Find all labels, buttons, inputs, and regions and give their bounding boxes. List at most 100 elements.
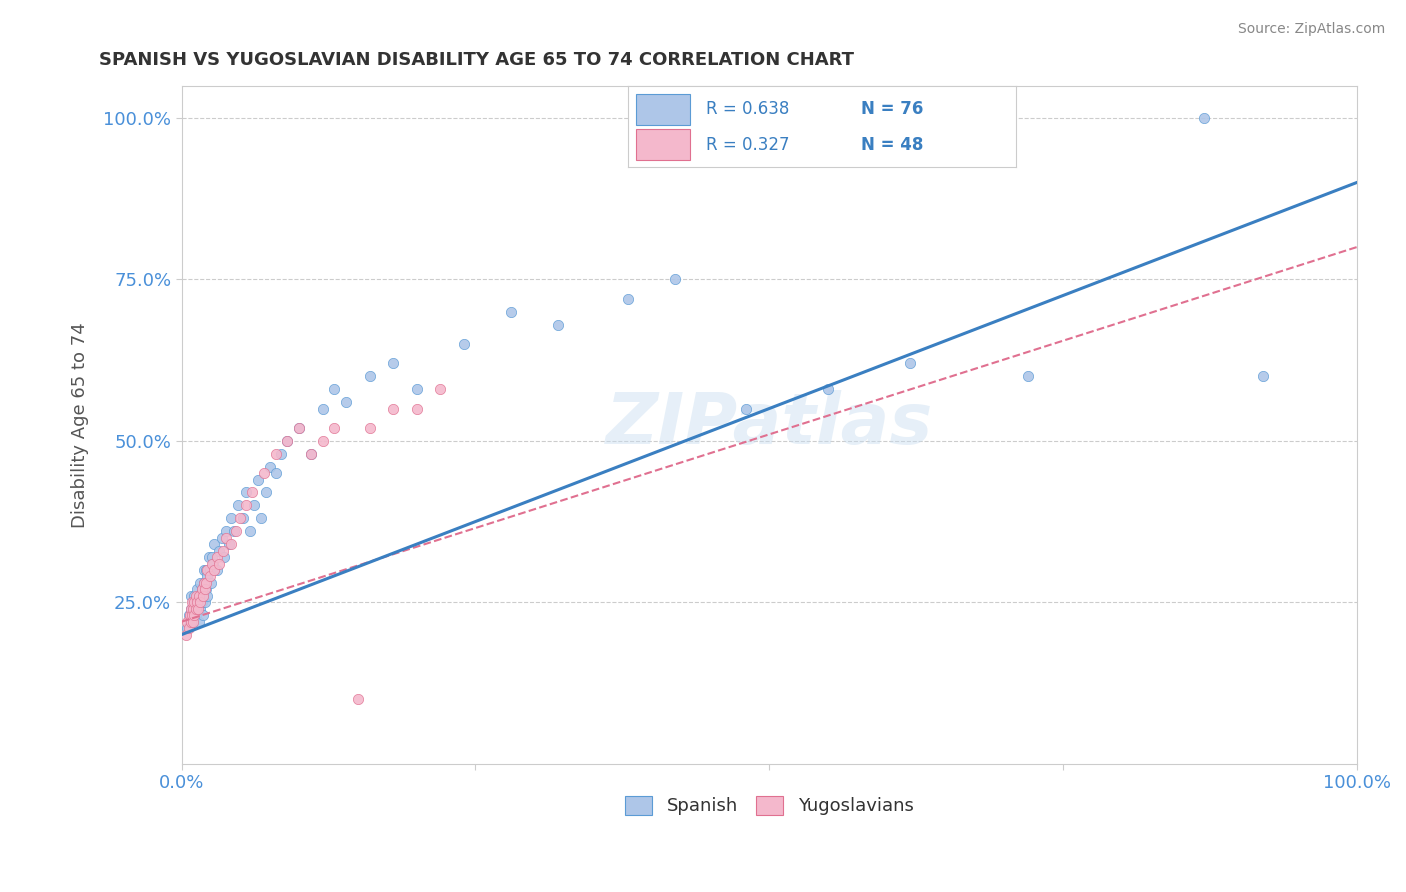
- Point: [191, 589, 214, 603]
- Point: [194, 582, 217, 597]
- Point: [208, 543, 231, 558]
- Point: [188, 589, 211, 603]
- Point: [181, 615, 204, 629]
- Point: [187, 601, 209, 615]
- Point: [183, 608, 205, 623]
- Point: [180, 615, 202, 629]
- Point: [347, 692, 370, 706]
- Point: [184, 595, 207, 609]
- Point: [181, 601, 204, 615]
- Point: [224, 524, 246, 539]
- Y-axis label: Disability Age 65 to 74: Disability Age 65 to 74: [72, 322, 89, 527]
- Text: SPANISH VS YUGOSLAVIAN DISABILITY AGE 65 TO 74 CORRELATION CHART: SPANISH VS YUGOSLAVIAN DISABILITY AGE 65…: [100, 51, 855, 69]
- Point: [617, 292, 640, 306]
- Point: [197, 569, 219, 583]
- Point: [215, 524, 238, 539]
- Point: [205, 550, 228, 565]
- Point: [176, 621, 198, 635]
- Text: ZIPatlas: ZIPatlas: [606, 390, 934, 459]
- Point: [239, 524, 262, 539]
- Point: [250, 511, 273, 525]
- Point: [253, 466, 276, 480]
- Point: [898, 356, 921, 370]
- Legend: Spanish, Yugoslavians: Spanish, Yugoslavians: [617, 789, 921, 822]
- Point: [197, 563, 219, 577]
- Point: [194, 595, 217, 609]
- Point: [198, 569, 221, 583]
- Point: [195, 582, 218, 597]
- Point: [183, 601, 205, 615]
- Point: [288, 421, 311, 435]
- Point: [184, 589, 207, 603]
- Point: [243, 499, 266, 513]
- Point: [382, 401, 405, 416]
- Point: [240, 485, 263, 500]
- Point: [180, 589, 202, 603]
- Point: [198, 563, 221, 577]
- Point: [193, 576, 215, 591]
- Point: [218, 537, 240, 551]
- Point: [547, 318, 569, 332]
- Point: [197, 589, 219, 603]
- Point: [323, 382, 346, 396]
- Point: [405, 401, 427, 416]
- Point: [382, 356, 405, 370]
- Point: [232, 511, 254, 525]
- Point: [429, 382, 451, 396]
- Point: [212, 550, 235, 565]
- Point: [270, 447, 292, 461]
- Point: [1017, 369, 1039, 384]
- Point: [186, 601, 208, 615]
- Point: [179, 608, 201, 623]
- Point: [188, 589, 211, 603]
- Point: [190, 582, 212, 597]
- Point: [188, 595, 211, 609]
- Point: [176, 615, 198, 629]
- Point: [193, 576, 215, 591]
- Point: [181, 595, 204, 609]
- Point: [181, 595, 204, 609]
- Point: [177, 621, 200, 635]
- Point: [226, 499, 249, 513]
- Point: [187, 595, 209, 609]
- Point: [183, 595, 205, 609]
- Point: [335, 395, 357, 409]
- Point: [195, 563, 218, 577]
- Point: [311, 434, 333, 448]
- Point: [359, 421, 381, 435]
- Point: [225, 524, 247, 539]
- Point: [264, 466, 287, 480]
- Point: [205, 563, 228, 577]
- Point: [264, 447, 287, 461]
- Point: [734, 401, 756, 416]
- Point: [288, 421, 311, 435]
- Point: [193, 563, 215, 577]
- Point: [191, 589, 214, 603]
- Point: [177, 608, 200, 623]
- Point: [202, 557, 225, 571]
- Point: [184, 608, 207, 623]
- Point: [276, 434, 298, 448]
- Point: [235, 485, 257, 500]
- Point: [219, 511, 242, 525]
- Point: [211, 543, 233, 558]
- Point: [195, 576, 218, 591]
- Point: [190, 582, 212, 597]
- Point: [235, 499, 257, 513]
- Point: [1251, 369, 1274, 384]
- Point: [299, 447, 322, 461]
- Point: [254, 485, 277, 500]
- Point: [323, 421, 346, 435]
- Point: [200, 576, 222, 591]
- Point: [188, 576, 211, 591]
- Point: [204, 563, 226, 577]
- Point: [219, 537, 242, 551]
- Point: [1192, 111, 1215, 125]
- Point: [229, 511, 252, 525]
- Point: [179, 615, 201, 629]
- Point: [453, 337, 475, 351]
- Point: [197, 550, 219, 565]
- Point: [181, 615, 204, 629]
- Point: [405, 382, 427, 396]
- Point: [184, 601, 207, 615]
